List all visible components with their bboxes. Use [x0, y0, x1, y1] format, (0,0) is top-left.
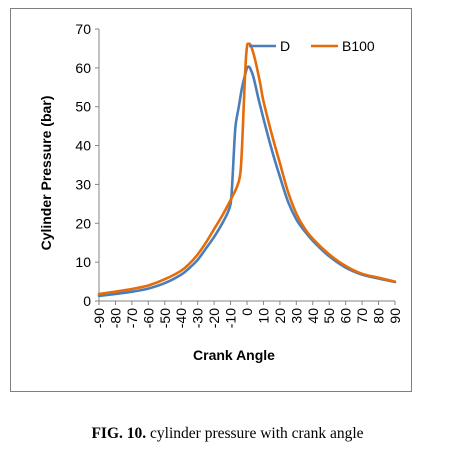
x-axis-label: Crank Angle [193, 347, 275, 363]
caption-text: cylinder pressure with crank angle [146, 425, 364, 442]
y-tick-label: 40 [75, 138, 91, 154]
legend-label-d: D [280, 38, 290, 54]
legend: D B100 [249, 38, 375, 54]
series-line-b100 [97, 42, 397, 296]
y-tick-label: 30 [75, 176, 91, 192]
caption-label: FIG. 10. [91, 425, 147, 442]
x-tick-label: -80 [107, 308, 123, 328]
x-tick-label: 10 [255, 308, 271, 324]
y-tick-label: 0 [83, 293, 91, 309]
series-lines [97, 42, 397, 298]
x-tick-label: -70 [124, 308, 140, 328]
y-tick-label: 20 [75, 215, 91, 231]
x-tick-label: 70 [354, 308, 370, 324]
x-tick-label: 30 [288, 308, 304, 324]
x-tick-label: 40 [305, 308, 321, 324]
x-tick-label: 90 [387, 308, 403, 324]
x-tick-label: 0 [239, 308, 255, 316]
x-tick-label: -50 [157, 308, 173, 328]
x-tick-label: -20 [206, 308, 222, 328]
y-tick-label: 10 [75, 254, 91, 270]
x-tick-label: -40 [173, 308, 189, 328]
series-line-d [97, 65, 397, 298]
legend-label-b100: B100 [342, 38, 375, 54]
y-axis-label: Cylinder Pressure (bar) [38, 96, 54, 251]
y-tick-label: 50 [75, 99, 91, 115]
y-tick-label: 60 [75, 60, 91, 76]
x-tick-label: 60 [338, 308, 354, 324]
chart-frame: 0 10 20 30 40 50 60 70 -90 -80 -70 -60 -50 -40 -30 -20-… [10, 8, 412, 392]
x-tick-label: -10 [223, 308, 239, 328]
x-tick-label: 20 [272, 308, 288, 324]
x-tick-label: -30 [190, 308, 206, 328]
x-tick-label: -90 [91, 308, 107, 328]
x-tick-label: 80 [371, 308, 387, 324]
figure-caption: FIG. 10. cylinder pressure with crank an… [0, 425, 455, 443]
x-tick-label: -60 [140, 308, 156, 328]
x-tick-label: 50 [321, 308, 337, 324]
y-tick-label: 70 [75, 21, 91, 37]
